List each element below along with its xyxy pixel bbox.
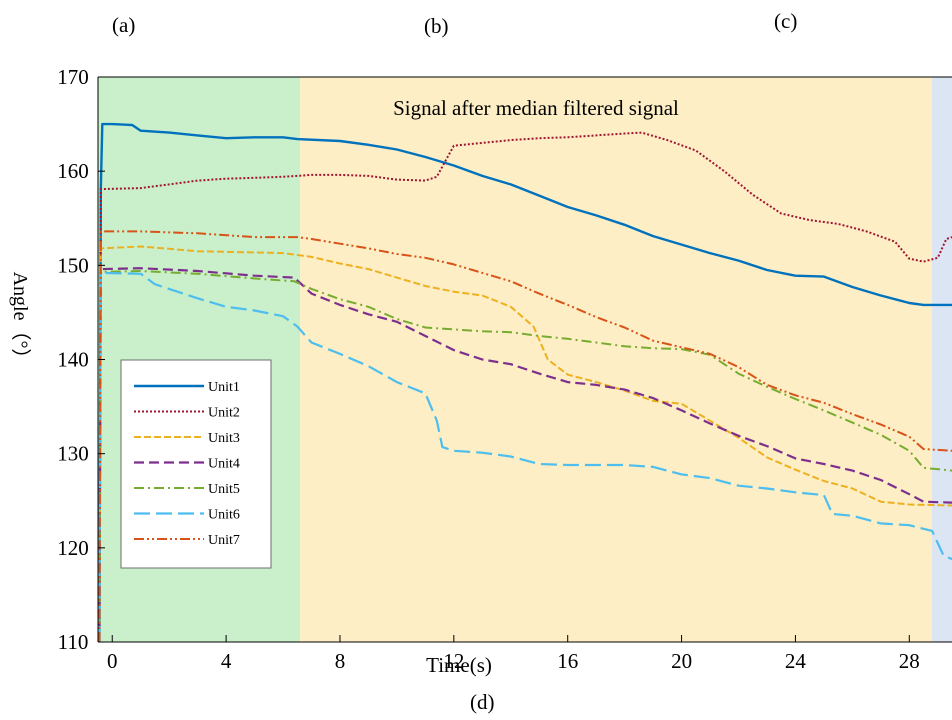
y-tick-label: 160 xyxy=(57,159,89,183)
legend-label-unit1: Unit1 xyxy=(208,380,240,395)
legend-label-unit2: Unit2 xyxy=(208,406,240,421)
y-tick-label: 140 xyxy=(57,348,89,372)
legend: Unit1 Unit2 Unit3 Unit4 Unit5 Unit6 Unit7 xyxy=(120,359,272,569)
series-line-unit3 xyxy=(98,245,952,643)
legend-label-unit6: Unit6 xyxy=(208,508,240,523)
y-tick-label: 120 xyxy=(57,536,89,560)
y-tick-label: 150 xyxy=(57,253,89,277)
legend-box xyxy=(120,359,272,569)
y-tick-label: 110 xyxy=(58,630,89,654)
x-tick-label: 20 xyxy=(671,649,692,673)
x-tick-label: 0 xyxy=(107,649,118,673)
x-tick-label: 12 xyxy=(443,649,464,673)
series-line-unit1 xyxy=(98,122,952,643)
x-tick-label: 16 xyxy=(557,649,578,673)
series-line-unit7 xyxy=(98,230,952,643)
series-line-unit2 xyxy=(98,131,952,643)
series-line-unit5 xyxy=(98,270,952,643)
panel-label-d: (d) xyxy=(470,690,495,714)
axis-ticks: 0 4 8 12 16 20 24 28 110 120 130 140 150 160 170 xyxy=(57,65,920,673)
y-axis-label: Angle（°） xyxy=(9,272,32,369)
series-lines xyxy=(98,122,952,643)
x-tick-label: 24 xyxy=(785,649,807,673)
series-line-unit4 xyxy=(98,267,952,643)
x-tick-label: 28 xyxy=(899,649,920,673)
x-tick-label: 8 xyxy=(335,649,346,673)
region-band-2 xyxy=(300,77,933,642)
x-axis-label: Time(s) xyxy=(426,653,492,677)
panel-label-a: (a) xyxy=(112,13,136,37)
legend-label-unit3: Unit3 xyxy=(208,431,240,446)
panel-label-b: (b) xyxy=(424,14,449,38)
x-tick-label: 4 xyxy=(221,649,232,673)
region-band-3 xyxy=(932,77,952,642)
legend-label-unit4: Unit4 xyxy=(208,457,240,472)
panel-label-c: (c) xyxy=(774,9,798,33)
legend-label-unit5: Unit5 xyxy=(208,482,240,497)
y-tick-label: 170 xyxy=(57,65,89,89)
y-tick-label: 130 xyxy=(57,442,89,466)
chart-title: Signal after median filtered signal xyxy=(393,96,679,120)
series-line-unit6 xyxy=(98,271,952,643)
legend-label-unit7: Unit7 xyxy=(208,533,240,548)
